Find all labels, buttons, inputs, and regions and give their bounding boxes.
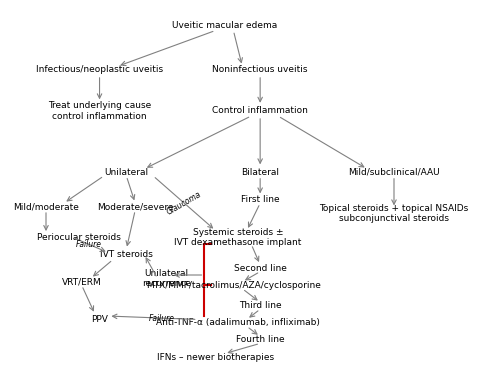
Text: MTX/MMF/tacrolimus/AZA/cyclosporine: MTX/MMF/tacrolimus/AZA/cyclosporine bbox=[146, 281, 321, 290]
Text: Failure: Failure bbox=[76, 240, 102, 249]
Text: Control inflammation: Control inflammation bbox=[212, 106, 308, 115]
Text: First line: First line bbox=[241, 195, 279, 204]
Text: Topical steroids + topical NSAIDs
subconjunctival steroids: Topical steroids + topical NSAIDs subcon… bbox=[319, 204, 468, 223]
Text: Unilateral: Unilateral bbox=[104, 168, 148, 177]
Text: Uveitic macular edema: Uveitic macular edema bbox=[172, 21, 277, 30]
Text: Bilateral: Bilateral bbox=[241, 168, 279, 177]
Text: Third line: Third line bbox=[239, 301, 282, 310]
Text: Fourth line: Fourth line bbox=[236, 335, 285, 345]
Text: IFNs – newer biotherapies: IFNs – newer biotherapies bbox=[157, 352, 274, 362]
Text: Unilateral
recurrence: Unilateral recurrence bbox=[142, 269, 191, 288]
Text: Glaucoma: Glaucoma bbox=[165, 190, 203, 217]
Text: Mild/subclinical/AAU: Mild/subclinical/AAU bbox=[348, 168, 440, 177]
Text: Treat underlying cause
control inflammation: Treat underlying cause control inflammat… bbox=[48, 101, 151, 121]
Text: PPV: PPV bbox=[91, 315, 108, 324]
Text: VRT/ERM: VRT/ERM bbox=[62, 277, 102, 287]
Text: Infectious/neoplastic uveitis: Infectious/neoplastic uveitis bbox=[36, 65, 163, 74]
Text: Moderate/severe: Moderate/severe bbox=[97, 202, 173, 211]
Text: Periocular steroids: Periocular steroids bbox=[37, 233, 121, 242]
Text: Second line: Second line bbox=[234, 264, 286, 273]
Text: Systemic steroids ±
IVT dexamethasone implant: Systemic steroids ± IVT dexamethasone im… bbox=[174, 228, 302, 247]
Text: Noninfectious uveitis: Noninfectious uveitis bbox=[212, 65, 308, 74]
Text: Failure: Failure bbox=[149, 313, 175, 323]
Text: Mild/moderate: Mild/moderate bbox=[13, 202, 79, 211]
Text: IVT steroids: IVT steroids bbox=[100, 250, 153, 259]
Text: Anti-TNF-α (adalimumab, infliximab): Anti-TNF-α (adalimumab, infliximab) bbox=[156, 318, 320, 327]
